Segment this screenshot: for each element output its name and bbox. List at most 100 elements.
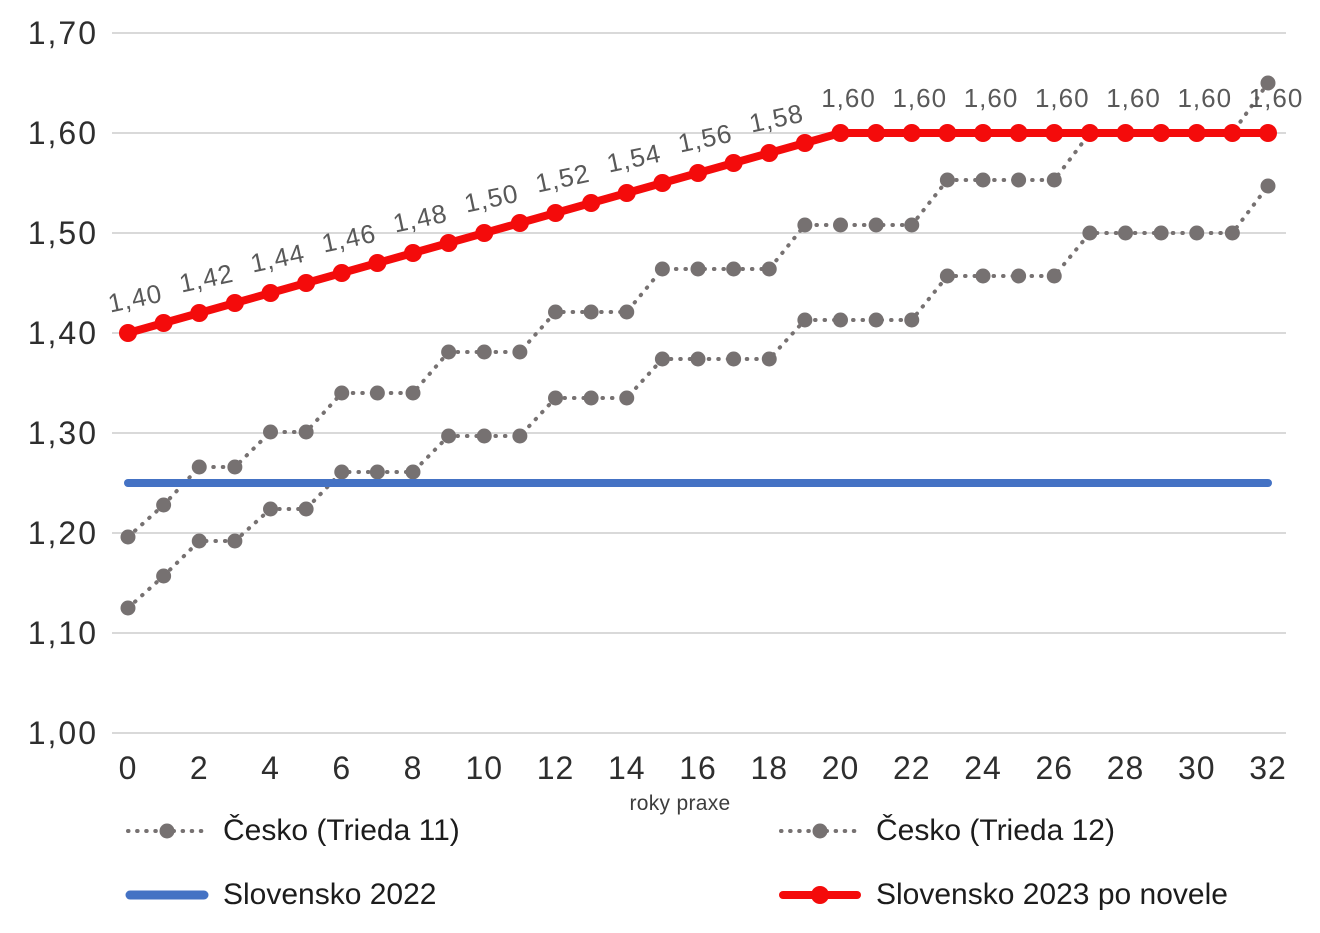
series-3-marker [724,154,743,172]
x-tick-label: 20 [822,750,860,786]
series-1-marker [120,529,136,545]
series-3-marker [653,174,672,192]
series-3-marker [475,224,494,242]
series-1-marker [939,172,955,188]
x-axis-title: roky praxe [629,792,731,815]
x-tick-label: 32 [1249,750,1287,786]
series-0-marker [583,390,599,406]
series-3-marker [439,234,458,252]
x-tick-label: 24 [964,750,1002,786]
series-line-1 [126,81,1270,539]
data-label: 1,40 [105,278,165,319]
series-1-marker [1046,172,1062,188]
series-0-marker [120,600,136,616]
series-1-marker [583,304,599,320]
series-3-marker [1116,124,1135,142]
data-label: 1,44 [248,238,308,279]
series-0-marker [476,428,492,444]
series-3-marker [760,144,779,162]
series-3-marker [795,134,814,152]
series-0-marker [548,390,563,406]
series-0-marker [1153,225,1169,241]
data-label: 1,60 [964,83,1019,113]
y-tick-label: 1,70 [28,15,98,51]
solid-line-marker-swatch-icon [779,886,861,904]
series-1-marker [191,459,207,475]
series-0-marker [512,428,528,444]
series-3-marker [1152,124,1171,142]
x-tick-label: 2 [190,750,209,786]
series-0-marker [263,501,278,517]
series-0-marker [298,501,314,517]
series-3-marker [689,164,707,182]
series-0-marker [405,464,421,480]
data-label: 1,52 [533,158,593,199]
series-1-marker [904,217,920,233]
y-tick-label: 1,00 [28,715,98,751]
data-label: 1,60 [821,83,876,113]
series-1-marker [868,217,884,233]
data-label: 1,54 [604,138,664,179]
solid-line-swatch-icon [125,890,209,900]
series-3-marker [1045,124,1064,142]
series-3-marker [546,204,565,222]
series-3-marker [404,244,422,262]
x-tick-label: 26 [1035,750,1073,786]
legend-item-cesko-trieda-12: Česko (Trieda 12) [778,809,1115,853]
y-tick-label: 1,30 [28,415,98,451]
series-0-marker [654,351,670,367]
dotted-line-marker-swatch-icon [779,823,861,839]
legend-item-slovensko-2022: Slovensko 2022 [125,873,437,917]
series-1-marker [619,304,635,320]
series-1-marker [369,385,385,401]
series-0-marker [833,312,848,328]
series-3-marker [902,124,921,142]
series-1-marker [726,261,742,277]
series-0-marker [761,351,777,367]
series-0-marker [904,312,920,328]
series-1-marker [1260,75,1276,91]
legend-label: Česko (Trieda 12) [876,814,1115,847]
x-tick-label: 22 [893,750,931,786]
series-0-marker [227,533,243,549]
series-3-marker [1187,124,1206,142]
series-3-marker [154,314,173,332]
series-0-marker [369,464,385,480]
x-tick-label: 0 [119,750,138,786]
series-3-marker [332,264,351,282]
series-1-marker [975,172,991,188]
series-1-marker [156,497,172,513]
series-1-marker [690,261,706,277]
data-label: 1,46 [319,218,379,259]
x-tick-label: 30 [1178,750,1216,786]
series-1-marker [512,344,528,360]
x-tick-label: 4 [261,750,280,786]
series-0-marker [939,268,955,284]
series-1-marker [654,261,670,277]
x-tick-label: 14 [608,750,646,786]
data-label: 1,60 [892,83,947,113]
series-1-marker [833,217,848,233]
series-3-marker [261,284,280,302]
series-3-marker [974,124,992,142]
series-3-marker [582,194,601,212]
x-tick-label: 18 [750,750,788,786]
y-tick-label: 1,20 [28,515,98,551]
y-tick-label: 1,60 [28,115,98,151]
series-3-marker [938,124,957,142]
series-3-marker [1223,124,1242,142]
data-label: 1,56 [675,118,735,159]
series-0-marker [334,464,350,480]
data-label: 1,50 [462,178,522,219]
series-0-marker [1082,225,1098,241]
series-1-marker [476,344,492,360]
series-1-marker [441,344,457,360]
series-0-marker [797,312,813,328]
series-0-marker [1189,225,1205,241]
series-0-marker [1011,268,1027,284]
series-3-marker [867,124,886,142]
dotted-line-marker-swatch-icon [126,823,208,839]
series-0-marker [690,351,706,367]
